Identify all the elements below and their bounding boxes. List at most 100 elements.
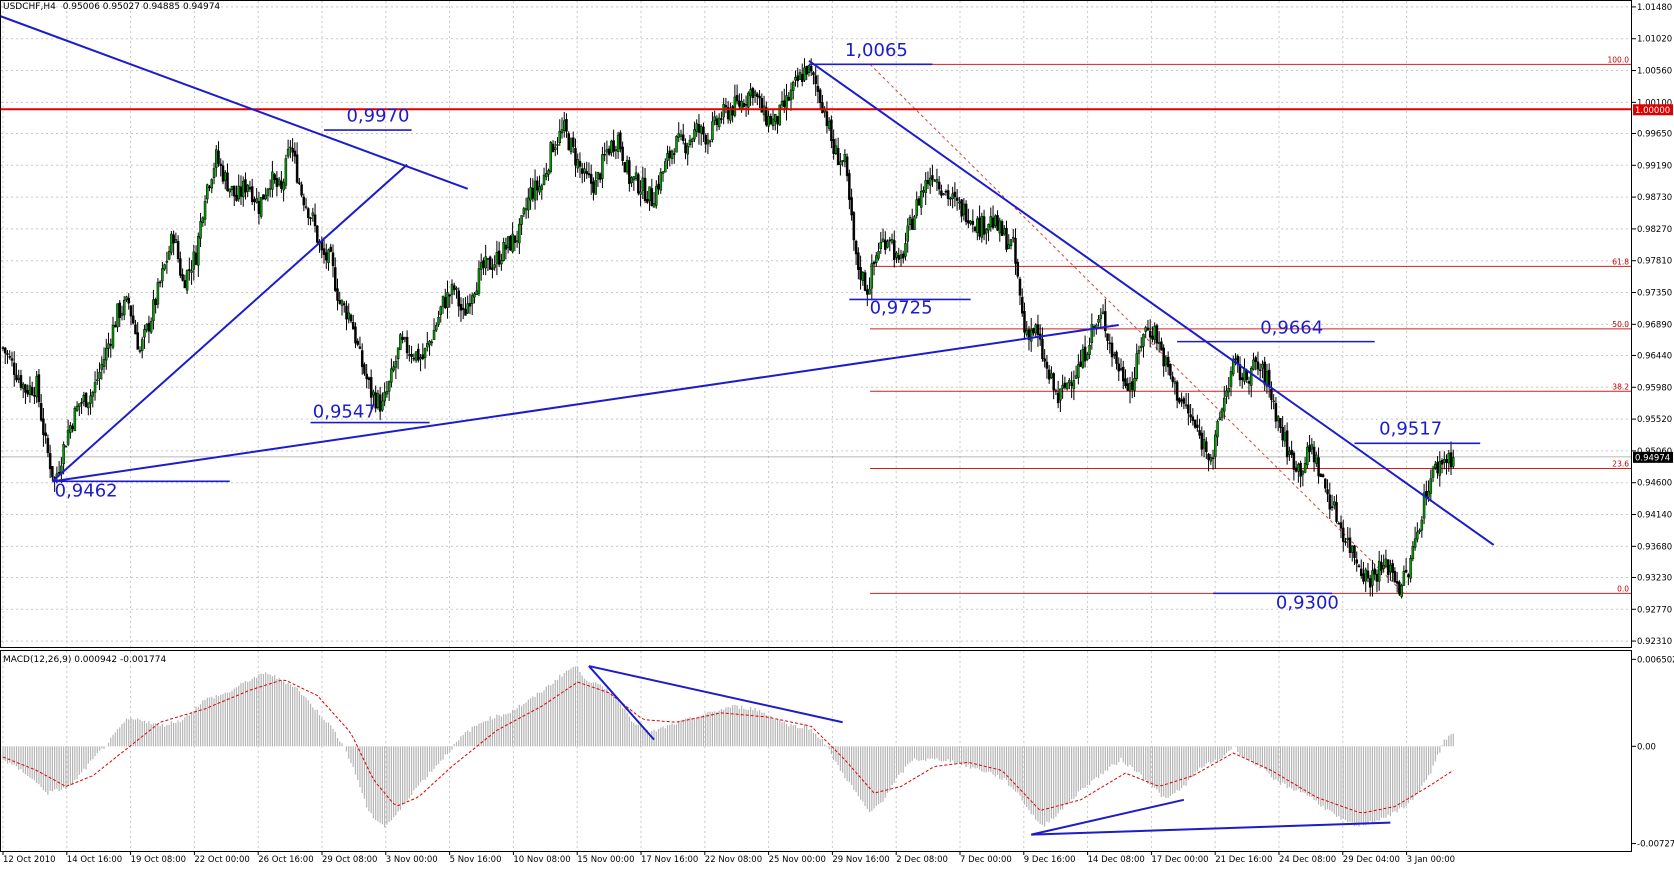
bull-candle [377, 394, 379, 408]
bear-candle [590, 174, 592, 183]
bear-candle [294, 151, 296, 156]
bear-candle [332, 253, 334, 266]
bull-candle [265, 195, 267, 199]
time-tick-label: 22 Nov 08:00 [705, 855, 762, 865]
bear-candle [1109, 343, 1111, 344]
bull-candle [696, 124, 698, 132]
time-tick-label: 26 Oct 16:00 [258, 855, 313, 865]
bull-candle [707, 140, 709, 144]
bear-candle [1259, 370, 1261, 371]
anno-09517: 0,9517 [1379, 418, 1442, 439]
bear-candle [334, 267, 336, 290]
bear-candle [110, 344, 112, 345]
bear-candle [1374, 569, 1376, 575]
bull-candle [92, 392, 94, 396]
bear-candle [2, 348, 4, 349]
bull-candle [691, 139, 693, 142]
bull-candle [1133, 378, 1135, 390]
bull-candle [518, 224, 520, 243]
bull-candle [862, 272, 864, 281]
bull-candle [920, 191, 922, 207]
bear-candle [298, 183, 300, 184]
bear-candle [249, 187, 251, 189]
bull-candle [1203, 439, 1205, 448]
bull-candle [213, 168, 215, 177]
bull-candle [200, 221, 202, 238]
bull-candle [271, 172, 273, 189]
bull-candle [633, 177, 635, 180]
bull-candle [869, 289, 871, 294]
annotations: 1,00650,99700,97250,96640,95470,95170,94… [55, 40, 1443, 614]
bear-candle [159, 282, 161, 283]
fib-level-label: 38.2 [1612, 382, 1629, 391]
bear-candle [413, 358, 415, 359]
bear-candle [1360, 569, 1362, 576]
bear-candle [1405, 570, 1407, 572]
bull-candle [916, 200, 918, 216]
bear-candle [1194, 420, 1196, 428]
bull-candle [880, 242, 882, 248]
bear-candle [1048, 370, 1050, 379]
price-tick-label: 0.98270 [1637, 225, 1672, 235]
bull-candle [87, 403, 89, 408]
bull-candle [1077, 364, 1079, 377]
bull-candle [451, 284, 453, 294]
bear-candle [864, 273, 866, 291]
bear-candle [209, 187, 211, 188]
bull-candle [1311, 445, 1313, 450]
bear-candle [303, 197, 305, 205]
bull-candle [1219, 418, 1221, 420]
bull-candle [1113, 354, 1115, 355]
bull-candle [1142, 334, 1144, 346]
bear-candle [444, 297, 446, 307]
bull-candle [121, 313, 123, 315]
bull-candle [170, 234, 172, 252]
bear-candle [1322, 475, 1324, 477]
bear-candle [821, 102, 823, 112]
bull-candle [1414, 539, 1416, 548]
time-tick-label: 24 Dec 08:00 [1279, 855, 1336, 865]
bear-candle [323, 249, 325, 255]
bull-candle [348, 313, 350, 319]
bear-candle [482, 261, 484, 268]
price-tick-label: 1.01480 [1637, 3, 1672, 13]
bull-candle [907, 226, 909, 241]
bear-candle [682, 135, 684, 141]
bear-candle [1268, 370, 1270, 387]
trendline-long-support [52, 325, 1118, 481]
bull-candle [267, 189, 269, 195]
bull-candle [1035, 325, 1037, 333]
bear-candle [770, 116, 772, 124]
bear-candle [1071, 383, 1073, 386]
bull-candle [875, 256, 877, 263]
bear-candle [725, 105, 727, 107]
bear-candle [1300, 463, 1302, 476]
bull-candle [112, 325, 114, 347]
bear-candle [1178, 398, 1180, 402]
bull-candle [431, 342, 433, 343]
bull-candle [193, 252, 195, 269]
bear-candle [49, 453, 51, 469]
bull-candle [247, 185, 249, 191]
bull-candle [626, 160, 628, 172]
bull-candle [958, 202, 960, 203]
bull-candle [447, 292, 449, 307]
bull-candle [1410, 558, 1412, 578]
bull-candle [1250, 368, 1252, 385]
bull-candle [101, 364, 103, 369]
bull-candle [1452, 458, 1454, 467]
bull-candle [278, 180, 280, 185]
bear-candle [4, 348, 6, 353]
bull-candle [664, 162, 666, 173]
bull-candle [1365, 570, 1367, 581]
bull-candle [548, 170, 550, 174]
bear-candle [1149, 331, 1151, 337]
bull-candle [1448, 453, 1450, 463]
bear-candle [846, 157, 848, 176]
bull-candle [772, 119, 774, 126]
bull-candle [395, 361, 397, 367]
bull-candle [143, 329, 145, 337]
bear-candle [1246, 371, 1248, 380]
bull-candle [545, 173, 547, 176]
bear-candle [1131, 382, 1133, 390]
